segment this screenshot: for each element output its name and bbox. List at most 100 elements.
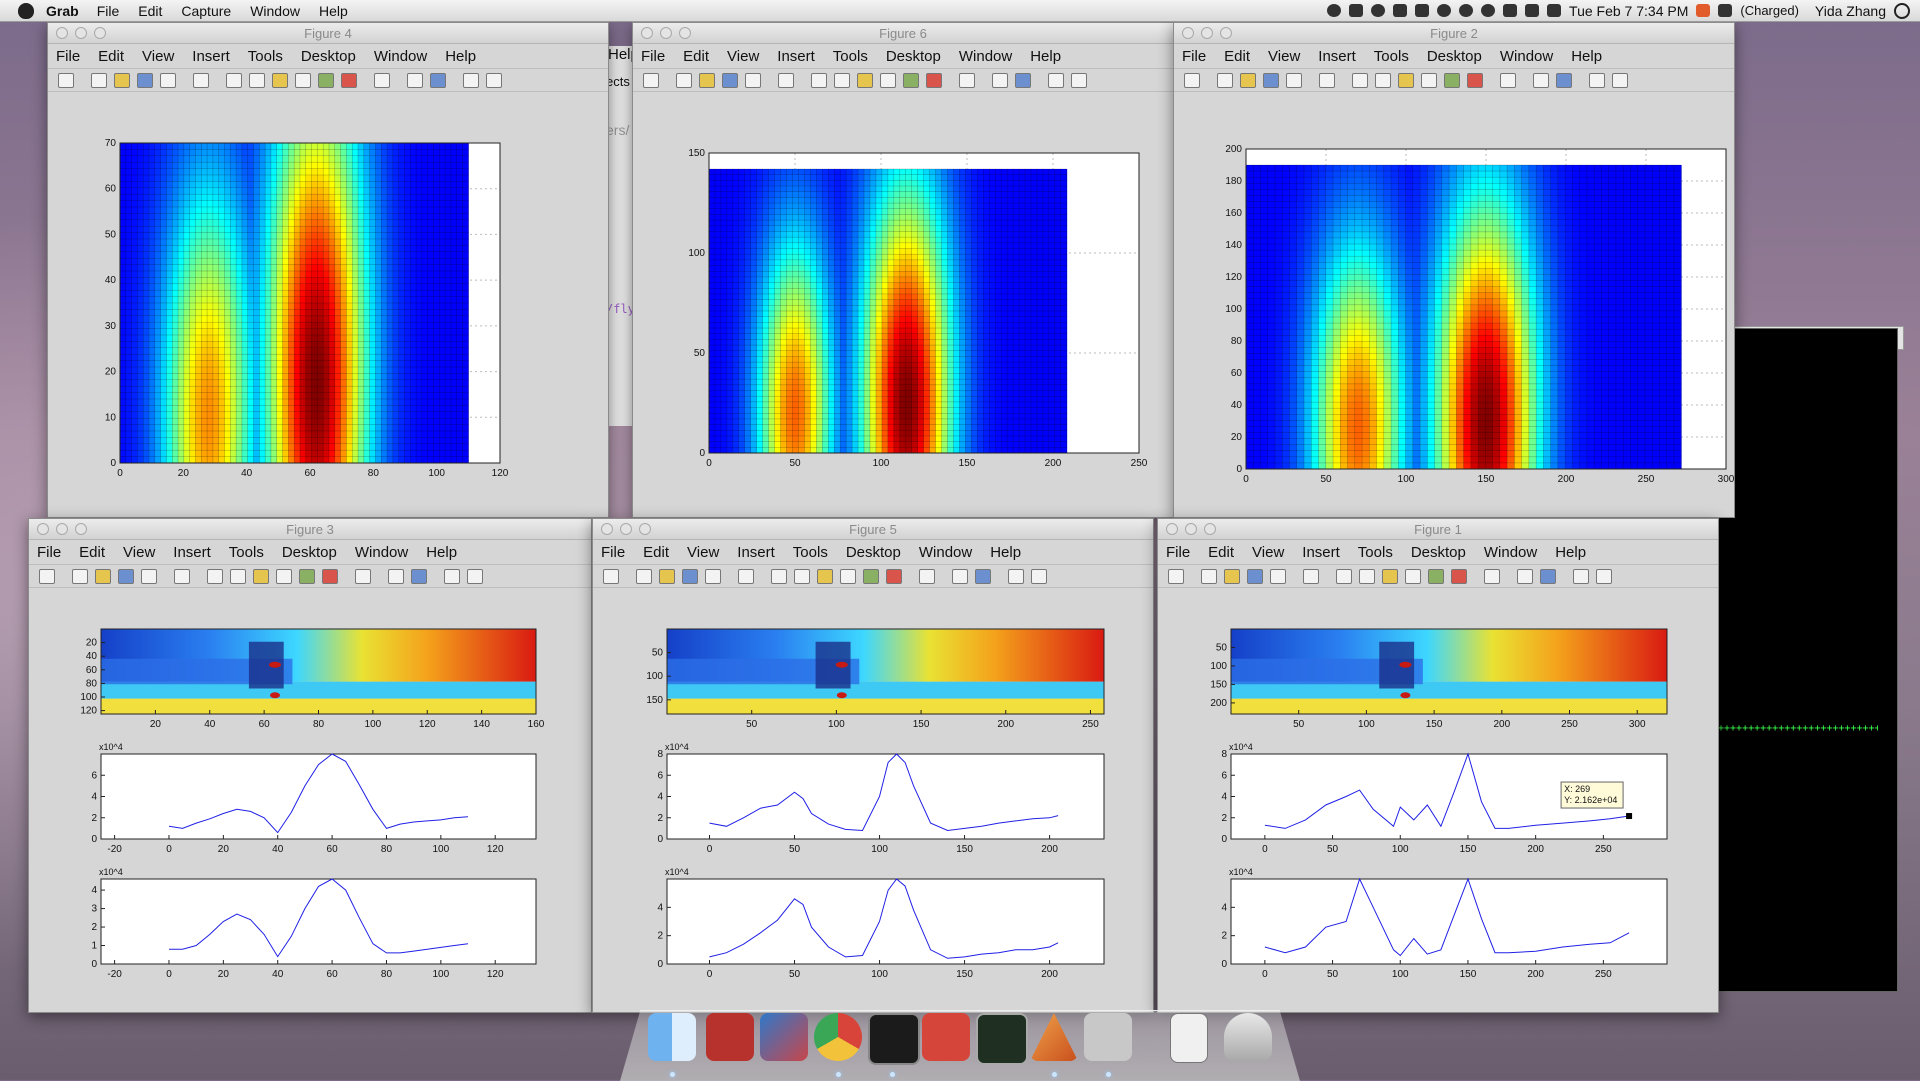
heatmap-cell bbox=[341, 297, 347, 304]
window-titlebar[interactable]: Figure 4 bbox=[48, 23, 608, 44]
menu-tools[interactable]: Tools bbox=[833, 48, 868, 65]
spotlight-icon[interactable] bbox=[1894, 3, 1910, 19]
battery-status[interactable]: (Charged) bbox=[1740, 3, 1799, 18]
save-icon[interactable] bbox=[722, 73, 738, 88]
heatmap-cell bbox=[346, 437, 352, 444]
battery-icon[interactable] bbox=[1718, 4, 1732, 17]
menu-edit[interactable]: Edit bbox=[683, 48, 709, 65]
legend-icon[interactable] bbox=[430, 73, 446, 88]
link-icon[interactable] bbox=[374, 73, 390, 88]
heatmap-cell bbox=[178, 188, 184, 195]
menu-help[interactable]: Help bbox=[1030, 48, 1061, 65]
save-icon[interactable] bbox=[137, 73, 153, 88]
zoom-in-icon[interactable] bbox=[226, 73, 242, 88]
menubar-app-name[interactable]: Grab bbox=[46, 3, 79, 19]
clock[interactable]: Tue Feb 7 7:34 PM bbox=[1569, 3, 1688, 19]
menu-tools[interactable]: Tools bbox=[248, 48, 283, 65]
terminal-window[interactable] bbox=[1716, 328, 1898, 992]
menubar-window[interactable]: Window bbox=[250, 3, 300, 19]
zoom-out-icon[interactable] bbox=[834, 73, 850, 88]
apple-icon[interactable] bbox=[18, 3, 34, 19]
data-cursor-icon[interactable] bbox=[318, 73, 334, 88]
edit-plot-icon[interactable] bbox=[193, 73, 209, 88]
menubar-capture[interactable]: Capture bbox=[181, 3, 231, 19]
dock-arrow-icon[interactable] bbox=[643, 73, 659, 88]
heatmap-cell bbox=[126, 245, 132, 252]
time-machine-icon[interactable] bbox=[1459, 4, 1473, 17]
pan-icon[interactable] bbox=[272, 73, 288, 88]
menubar-file[interactable]: File bbox=[97, 3, 120, 19]
sync-icon[interactable] bbox=[1437, 4, 1451, 17]
clipboard-icon[interactable] bbox=[1415, 4, 1429, 17]
menu-insert[interactable]: Insert bbox=[777, 48, 815, 65]
dropbox-icon[interactable] bbox=[1327, 4, 1341, 17]
window-titlebar[interactable]: Figure 6 bbox=[633, 23, 1173, 44]
heatmap-cell bbox=[143, 194, 149, 201]
figure-window[interactable]: Figure 4 File Edit View Insert Tools Desktop W… bbox=[47, 22, 609, 518]
heatmap-cell bbox=[434, 220, 440, 227]
rotate-icon[interactable] bbox=[880, 73, 896, 88]
display-icon[interactable] bbox=[1503, 4, 1517, 17]
zoom-out-icon[interactable] bbox=[249, 73, 265, 88]
heatmap-cell bbox=[787, 271, 793, 277]
heatmap-cell bbox=[213, 367, 219, 374]
brush-icon[interactable] bbox=[926, 73, 942, 88]
heatmap-cell bbox=[846, 237, 852, 243]
legend-icon[interactable] bbox=[1015, 73, 1031, 88]
heatmap-cell bbox=[410, 309, 416, 316]
hide-tools-icon[interactable] bbox=[1048, 73, 1064, 88]
heatmap-cell bbox=[248, 380, 254, 387]
show-tools-icon[interactable] bbox=[1071, 73, 1087, 88]
menu-view[interactable]: View bbox=[142, 48, 174, 65]
colorbar-icon[interactable] bbox=[407, 73, 423, 88]
menu-file[interactable]: File bbox=[641, 48, 665, 65]
grid-icon[interactable] bbox=[1393, 4, 1407, 17]
data-cursor-icon[interactable] bbox=[903, 73, 919, 88]
brush-icon[interactable] bbox=[341, 73, 357, 88]
new-figure-icon[interactable] bbox=[676, 73, 692, 88]
menu-window[interactable]: Window bbox=[374, 48, 427, 65]
show-tools-icon[interactable] bbox=[486, 73, 502, 88]
heatmap-cell bbox=[230, 444, 236, 451]
hide-tools-icon[interactable] bbox=[463, 73, 479, 88]
zoom-in-icon[interactable] bbox=[811, 73, 827, 88]
figure-window[interactable]: Figure 6 File Edit View Insert Tools Desktop W… bbox=[632, 22, 1174, 518]
edit-plot-icon[interactable] bbox=[778, 73, 794, 88]
menu-desktop[interactable]: Desktop bbox=[301, 48, 356, 65]
link-icon[interactable] bbox=[959, 73, 975, 88]
menu-file[interactable]: File bbox=[56, 48, 80, 65]
menu-desktop[interactable]: Desktop bbox=[886, 48, 941, 65]
menu-edit[interactable]: Edit bbox=[98, 48, 124, 65]
menu-insert[interactable]: Insert bbox=[192, 48, 230, 65]
print-icon[interactable] bbox=[745, 73, 761, 88]
pan-icon[interactable] bbox=[857, 73, 873, 88]
camera-icon[interactable] bbox=[1349, 4, 1363, 17]
user-name[interactable]: Yida Zhang bbox=[1815, 3, 1886, 19]
figure-toolbar bbox=[633, 68, 1173, 92]
dock-arrow-icon[interactable] bbox=[58, 73, 74, 88]
open-icon[interactable] bbox=[699, 73, 715, 88]
open-icon[interactable] bbox=[114, 73, 130, 88]
new-figure-icon[interactable] bbox=[91, 73, 107, 88]
app-status-icon[interactable] bbox=[1371, 4, 1385, 17]
s-app-icon[interactable] bbox=[1696, 4, 1710, 17]
heatmap-cell bbox=[149, 149, 155, 156]
volume-icon[interactable] bbox=[1547, 4, 1561, 17]
colorbar-icon[interactable] bbox=[992, 73, 1008, 88]
heatmap-cell bbox=[751, 368, 757, 374]
menubar-edit[interactable]: Edit bbox=[138, 3, 162, 19]
heatmap-cell bbox=[463, 341, 469, 348]
menu-help[interactable]: Help bbox=[445, 48, 476, 65]
menu-window[interactable]: Window bbox=[959, 48, 1012, 65]
heatmap-cell bbox=[906, 436, 912, 442]
print-icon[interactable] bbox=[160, 73, 176, 88]
heatmap-cell bbox=[733, 436, 739, 442]
wifi-icon[interactable] bbox=[1525, 4, 1539, 17]
rotate-icon[interactable] bbox=[295, 73, 311, 88]
bluetooth-icon[interactable] bbox=[1481, 4, 1495, 17]
menu-view[interactable]: View bbox=[727, 48, 759, 65]
heatmap-cell bbox=[143, 175, 149, 182]
menubar-help[interactable]: Help bbox=[319, 3, 348, 19]
